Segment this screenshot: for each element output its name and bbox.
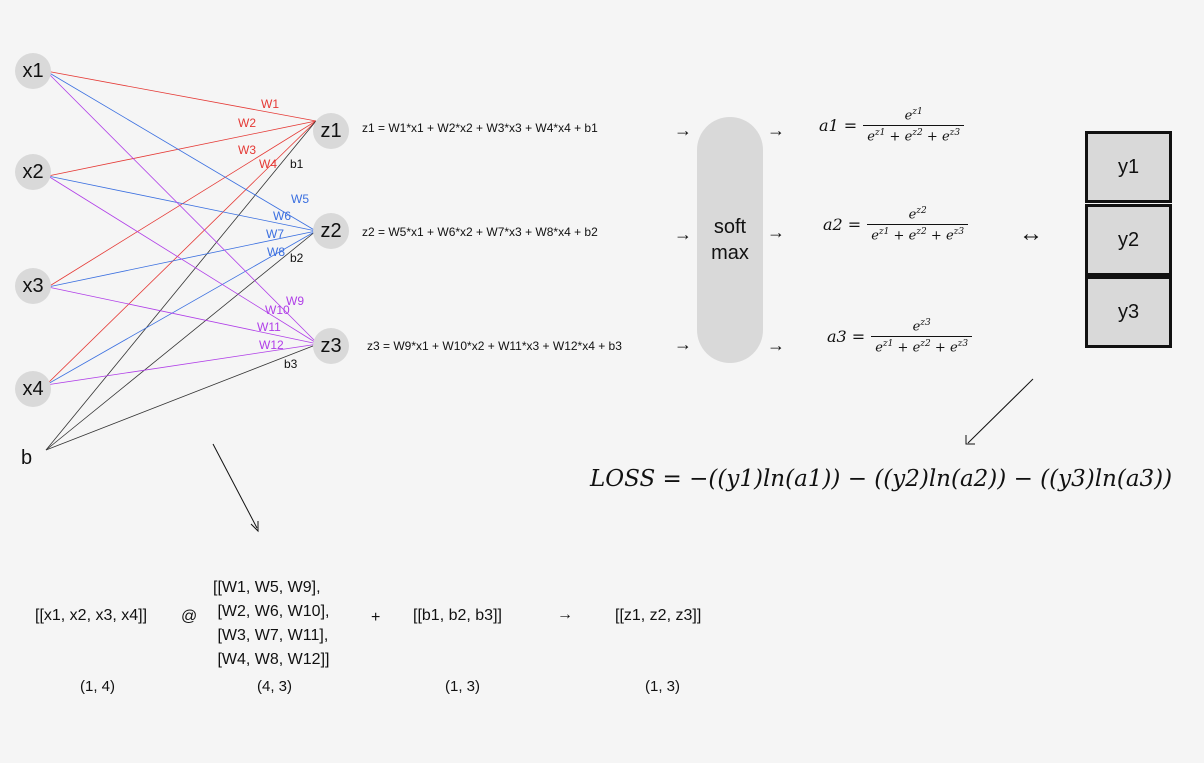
weight-edge-x3-z3 [47, 286, 319, 345]
weight-label-w4: W4 [259, 157, 277, 171]
arrow-to-loss [967, 378, 1034, 444]
weight-edge-x1-z1 [45, 70, 317, 122]
network-edges [45, 70, 319, 451]
softmax-block: soft max [697, 117, 763, 363]
activation-fraction: ez3 ez1 + ez2 + ez3 [871, 318, 973, 356]
target-box-y3: y3 [1085, 276, 1172, 348]
weight-label-w12: W12 [259, 338, 284, 352]
z2-equation: z2 = W5*x1 + W6*x2 + W7*x3 + W8*x4 + b2 [362, 225, 598, 239]
input-label: x3 [22, 274, 44, 297]
arrow-right-icon: → [674, 120, 692, 140]
activation-lhs: a1 = [819, 116, 858, 136]
softmax-label-line1: soft [713, 216, 747, 238]
weight-label-w9: W9 [286, 294, 304, 308]
arrow-right-icon: → [674, 334, 692, 354]
input-label: x2 [22, 160, 44, 183]
weight-edge-x4-z2 [45, 230, 317, 386]
bias-edge-z1 [45, 120, 317, 451]
activation-fraction: ez1 ez1 + ez2 + ez3 [863, 107, 965, 145]
fraction-numerator: ez3 [912, 318, 931, 335]
input-node-x1: x1 [15, 53, 51, 89]
softmax-label-line2: max [711, 242, 749, 264]
target-label: y2 [1117, 228, 1140, 251]
target-box-y1: y1 [1085, 131, 1172, 203]
fraction-numerator: ez2 [908, 206, 927, 223]
shape-result: (1, 3) [645, 678, 681, 695]
input-node-x2: x2 [15, 154, 51, 190]
bias-label-b1: b1 [290, 157, 304, 171]
arrow-right-icon: → [674, 224, 692, 244]
fraction-denominator: ez1 + ez2 + ez3 [871, 336, 973, 356]
target-label: y1 [1117, 155, 1140, 178]
weight-edge-x1-z3 [45, 70, 319, 345]
weight-edge-x2-z1 [47, 120, 317, 177]
matmul-operator: @ [181, 608, 198, 625]
weight-label-w7: W7 [266, 227, 284, 241]
target-label: y3 [1117, 300, 1140, 323]
weight-edge-x4-z3 [45, 343, 319, 386]
input-node-x4: x4 [15, 371, 51, 407]
arrow-right-icon: → [767, 120, 785, 140]
weight-edge-x2-z3 [47, 175, 319, 345]
output-label: z3 [320, 334, 342, 357]
output-label: z1 [320, 119, 342, 142]
shape-weights: (4, 3) [257, 678, 293, 695]
z3-equation: z3 = W9*x1 + W10*x2 + W11*x3 + W12*x4 + … [367, 339, 622, 353]
matrix-input: [[x1, x2, x3, x4]] [35, 607, 148, 624]
target-box-y2: y2 [1085, 204, 1172, 276]
matrix-weights: [[W1, W5, W9], [W2, W6, W10], [W3, W7, W… [213, 579, 330, 668]
matrix-bias: [[b1, b2, b3]] [413, 607, 502, 624]
shape-input: (1, 4) [80, 678, 116, 695]
bias-edge-z3 [45, 343, 319, 451]
activation-lhs: a3 = [827, 327, 866, 347]
arrow-to-matrix [212, 443, 258, 529]
activation-equation-a3: a3 = ez3 ez1 + ez2 + ez3 [827, 318, 973, 356]
bias-edge-z2 [45, 230, 317, 451]
arrow-right-icon: → [557, 606, 573, 623]
fraction-denominator: ez1 + ez2 + ez3 [863, 125, 965, 145]
weight-label-w10: W10 [265, 303, 290, 317]
weight-label-w3: W3 [238, 143, 256, 157]
output-node-z2: z2 [313, 213, 349, 249]
bias-label-b3: b3 [284, 357, 298, 371]
weight-label-w5: W5 [291, 192, 309, 206]
activation-fraction: ez2 ez1 + ez2 + ez3 [867, 206, 969, 244]
shape-bias: (1, 3) [445, 678, 481, 695]
weight-edge-x3-z1 [47, 120, 317, 288]
activation-lhs: a2 = [823, 215, 862, 235]
bias-label-b2: b2 [290, 251, 304, 265]
arrow-right-icon: → [767, 222, 785, 242]
arrow-right-icon: → [767, 335, 785, 355]
weight-edge-x4-z1 [45, 120, 317, 386]
weight-edge-x2-z2 [47, 175, 317, 232]
output-node-z3: z3 [313, 328, 349, 364]
matrix-result: [[z1, z2, z3]] [615, 607, 702, 624]
plus-operator: + [371, 609, 381, 626]
z1-equation: z1 = W1*x1 + W2*x2 + W3*x3 + W4*x4 + b1 [362, 121, 598, 135]
weight-label-w11: W11 [257, 320, 281, 334]
input-node-x3: x3 [15, 268, 51, 304]
activation-equation-a2: a2 = ez2 ez1 + ez2 + ez3 [823, 206, 969, 244]
weight-label-w2: W2 [238, 116, 256, 130]
arrow-to-matrix-head [250, 521, 259, 533]
output-node-z1: z1 [313, 113, 349, 149]
output-label: z2 [320, 219, 342, 242]
arrow-to-loss-head [965, 435, 975, 445]
input-label: x4 [22, 377, 44, 400]
loss-equation: LOSS = −((y1)ln(a1)) − ((y2)ln(a2)) − ((… [590, 466, 1173, 492]
double-arrow-icon: ↔ [1019, 220, 1043, 247]
fraction-numerator: ez1 [904, 107, 923, 124]
weight-label-w6: W6 [273, 209, 291, 223]
weight-label-w1: W1 [261, 97, 279, 111]
input-label: x1 [22, 59, 44, 82]
weight-label-w8: W8 [267, 245, 285, 259]
bias-input-label: b [21, 447, 33, 469]
fraction-denominator: ez1 + ez2 + ez3 [867, 224, 969, 244]
activation-equation-a1: a1 = ez1 ez1 + ez2 + ez3 [819, 107, 965, 145]
weight-edge-x1-z2 [45, 70, 317, 232]
